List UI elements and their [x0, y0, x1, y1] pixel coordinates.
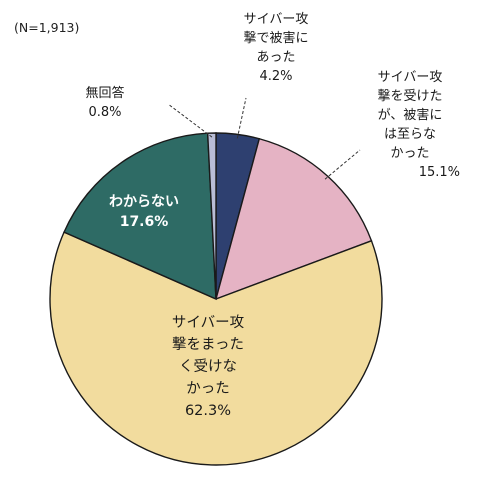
label-not-attacked-value: 62.3%: [184, 403, 232, 419]
label-attacked-line: が、被害に: [377, 108, 443, 123]
label-attacked-line: サイバー攻: [377, 70, 443, 85]
label-damaged-line: サイバー攻: [243, 12, 309, 27]
label-dont-know-value: 17.6%: [119, 214, 169, 230]
label-no-answer: 無回答 0.8%: [70, 84, 140, 122]
label-dont-know: わからない 17.6%: [94, 192, 194, 232]
label-no-answer-value: 0.8%: [88, 105, 122, 120]
slice-no-answer: [206, 132, 217, 300]
label-attacked-line: は至らな: [383, 127, 436, 142]
label-damaged-line: あった: [256, 50, 296, 65]
leader-line-damaged: [236, 97, 247, 139]
label-not-attacked-line: かった: [186, 381, 230, 397]
label-damaged-value: 4.2%: [259, 69, 293, 84]
label-damaged: サイバー攻 撃で被害に あった 4.2%: [232, 10, 320, 86]
label-attacked-no-damage: サイバー攻 撃を受けた が、被害に は至らな かった 15.1%: [360, 68, 460, 182]
label-attacked-line: 撃を受けた: [377, 89, 443, 104]
slice-not-attacked: [49, 231, 383, 466]
sample-size-note: (N=1,913): [14, 20, 80, 35]
label-not-attacked-line: 撃をまった: [172, 337, 244, 353]
slice-dont-know: [63, 132, 217, 301]
label-not-attacked: サイバー攻 撃をまった く受けな かった 62.3%: [148, 312, 268, 422]
leader-line-attacked-no-damage: [324, 149, 361, 180]
label-attacked-line: かった: [390, 146, 430, 161]
slice-attacked-no-damage: [214, 137, 373, 301]
label-not-attacked-line: サイバー攻: [171, 315, 245, 331]
leader-line-no-answer: [167, 103, 213, 138]
label-not-attacked-line: く受けな: [179, 359, 237, 375]
label-no-answer-line: 無回答: [85, 86, 125, 101]
label-attacked-value: 15.1%: [418, 165, 460, 180]
label-damaged-line: 撃で被害に: [243, 31, 309, 46]
label-dont-know-line: わからない: [109, 194, 179, 210]
